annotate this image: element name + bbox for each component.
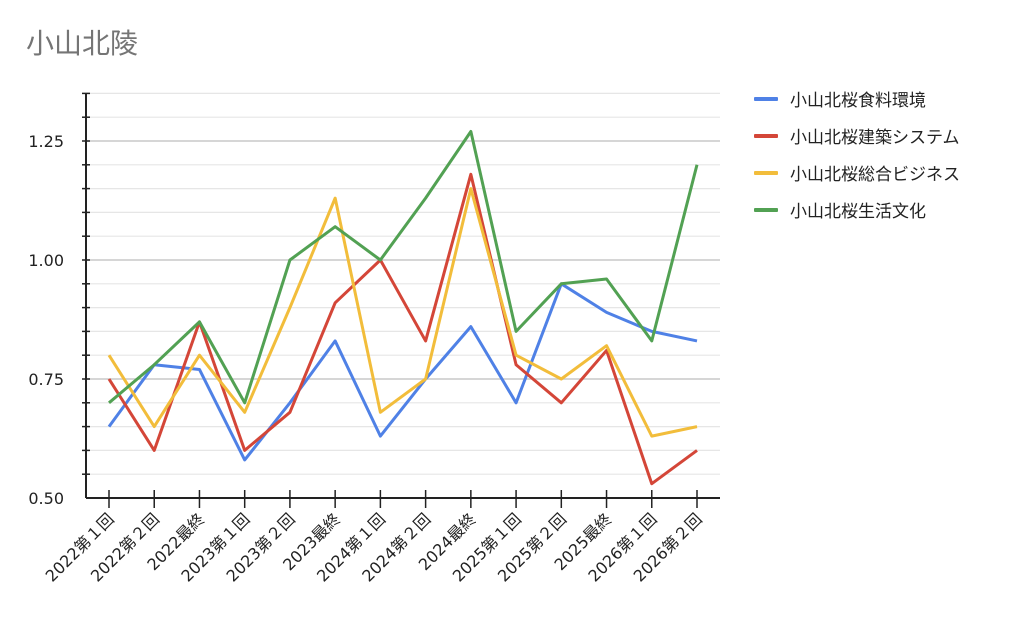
legend-label: 小山北桜生活文化: [790, 202, 926, 222]
y-tick-label: 1.25: [28, 132, 64, 151]
series-line: [107, 172, 698, 486]
legend-swatch: [754, 133, 778, 138]
series-line: [108, 129, 699, 405]
y-tick-label: 0.50: [28, 489, 64, 508]
legend-swatch: [754, 170, 778, 175]
y-tick-label: 1.00: [28, 251, 64, 270]
legend-swatch: [754, 96, 778, 101]
series-line: [107, 187, 698, 438]
chart-title: 小山北陵: [26, 27, 139, 60]
legend-swatch: [754, 207, 778, 212]
y-tick-label: 0.75: [28, 370, 64, 389]
legend-label: 小山北桜総合ビジネス: [790, 165, 960, 185]
legend-label: 小山北桜食料環境: [790, 91, 926, 111]
legend-item[interactable]: 小山北桜生活文化: [754, 191, 960, 228]
legend-item[interactable]: 小山北桜食料環境: [754, 80, 960, 117]
series-line: [107, 282, 698, 462]
legend-item[interactable]: 小山北桜建築システム: [754, 117, 960, 154]
legend-item[interactable]: 小山北桜総合ビジネス: [754, 154, 960, 191]
legend: 小山北桜食料環境小山北桜建築システム 小山北桜総合ビジネス 小山北桜生活文化: [754, 80, 960, 228]
legend-label: 小山北桜建築システム: [790, 128, 960, 148]
